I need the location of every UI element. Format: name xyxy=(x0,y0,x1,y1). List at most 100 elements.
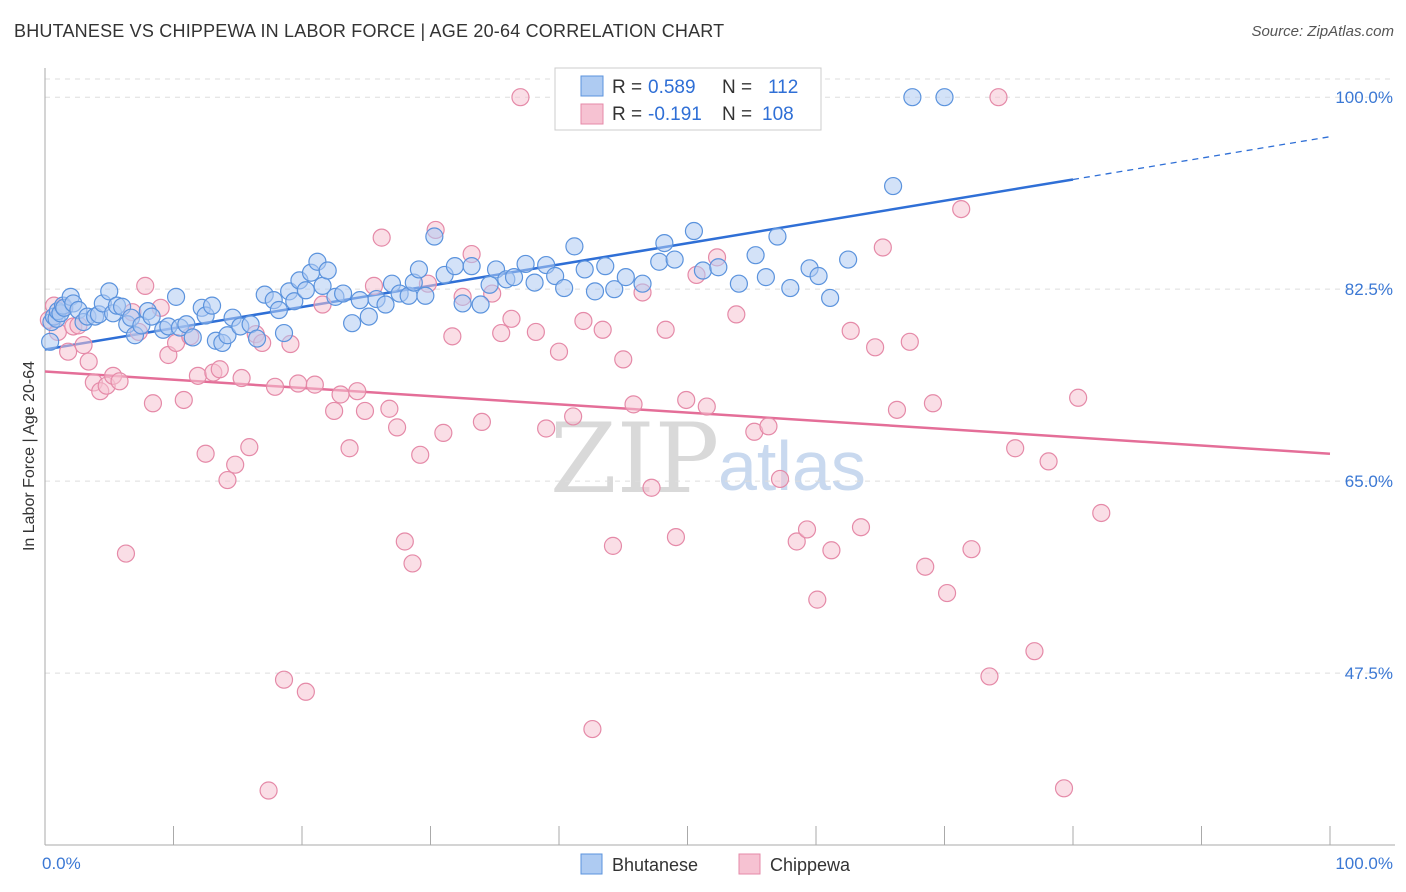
chippewa-point-94 xyxy=(873,238,892,257)
chippewa-point-60 xyxy=(472,412,491,432)
axes xyxy=(44,68,1395,846)
bhutanese-point-98 xyxy=(768,227,787,246)
chippewa-point-14 xyxy=(116,544,136,563)
chippewa-point-68 xyxy=(564,407,583,426)
chippewa-point-67 xyxy=(549,342,569,361)
bhutanese-point-65 xyxy=(409,260,429,279)
watermark-atlas: atlas xyxy=(718,427,866,505)
chippewa-point-92 xyxy=(851,518,871,537)
chippewa-point-74 xyxy=(624,395,643,414)
bhutanese-point-67 xyxy=(425,227,444,246)
chippewa-point-95 xyxy=(887,400,907,419)
chippewa-point-34 xyxy=(259,781,278,800)
bhutanese-point-92 xyxy=(684,221,704,241)
bhutanese-point-103 xyxy=(839,250,858,269)
bottom-legend-chippewa: Chippewa xyxy=(770,855,851,875)
chippewa-point-35 xyxy=(265,377,285,396)
bhutanese-point-101 xyxy=(809,266,828,286)
bhutanese-point-69 xyxy=(445,257,465,276)
bhutanese-point-97 xyxy=(756,268,775,287)
correlation-legend: R = 0.589 N = 112 R = -0.191 N = 108 xyxy=(554,67,822,131)
chippewa-point-73 xyxy=(614,350,633,369)
bhutanese-point-31 xyxy=(183,328,202,347)
chippewa-point-4 xyxy=(59,342,78,361)
bhutanese-point-45 xyxy=(274,323,294,343)
chippewa-point-93 xyxy=(866,338,885,357)
chippewa-point-13 xyxy=(110,372,129,391)
chippewa-trend-line xyxy=(44,370,1331,455)
bhutanese-point-49 xyxy=(296,281,315,300)
bhutanese-point-55 xyxy=(334,284,353,303)
legend-swatch-bhutanese xyxy=(580,75,604,97)
bhutanese-point-58 xyxy=(359,307,378,326)
chippewa-point-53 xyxy=(411,445,430,464)
bhutanese-point-91 xyxy=(665,250,684,269)
chippewa-point-52 xyxy=(403,554,422,573)
chippewa-point-97 xyxy=(916,557,935,576)
legend-swatch-chippewa xyxy=(580,103,604,125)
chippewa-point-31 xyxy=(240,438,259,457)
chippewa-point-107 xyxy=(1054,779,1074,798)
chippewa-point-90 xyxy=(822,541,841,560)
bhutanese-point-105 xyxy=(903,88,922,107)
chippewa-point-83 xyxy=(727,305,746,324)
chippewa-point-24 xyxy=(188,366,208,385)
bhutanese-point-102 xyxy=(821,288,840,308)
y-tick-labels: 47.5% 65.0% 82.5% 100.0% xyxy=(1335,88,1393,683)
chippewa-point-66 xyxy=(537,419,556,438)
chippewa-point-39 xyxy=(296,682,315,701)
chippewa-point-64 xyxy=(511,88,530,107)
bhutanese-point-76 xyxy=(504,268,524,287)
chippewa-point-51 xyxy=(395,532,414,551)
chippewa-point-46 xyxy=(355,401,375,421)
x-tick-label-1: 100.0% xyxy=(1335,854,1393,873)
legend-r-value-2: -0.191 xyxy=(648,104,702,125)
chippewa-point-77 xyxy=(656,320,675,339)
bhutanese-point-83 xyxy=(575,260,594,279)
legend-n-value-2: 108 xyxy=(762,104,794,125)
bhutanese-point-44 xyxy=(269,300,288,320)
chippewa-point-71 xyxy=(593,320,612,339)
bhutanese-point-82 xyxy=(565,237,584,256)
bhutanese-point-60 xyxy=(376,295,395,314)
legend-r-label-2: R = xyxy=(612,104,642,125)
bottom-legend-swatch-chippewa xyxy=(738,853,761,875)
series-legend: Bhutanese Chippewa xyxy=(580,853,851,875)
legend-n-label-1: N = xyxy=(722,77,752,98)
trend-lines xyxy=(44,136,1331,455)
chippewa-point-106 xyxy=(1039,452,1058,471)
legend-n-value-1: 112 xyxy=(768,77,798,98)
bhutanese-point-104 xyxy=(883,176,903,196)
bhutanese-point-86 xyxy=(605,280,624,299)
chippewa-point-65 xyxy=(526,322,545,342)
chippewa-point-79 xyxy=(677,390,696,410)
y-tick-label-2: 82.5% xyxy=(1345,280,1393,299)
bhutanese-point-70 xyxy=(453,294,472,313)
bhutanese-point-99 xyxy=(781,278,800,298)
bhutanese-point-25 xyxy=(142,307,161,326)
chippewa-point-69 xyxy=(574,311,593,331)
bhutanese-point-94 xyxy=(709,258,728,277)
bhutanese-point-28 xyxy=(166,287,186,306)
bhutanese-point-87 xyxy=(616,268,635,287)
chippewa-point-62 xyxy=(492,323,511,343)
y-tick-label-0: 47.5% xyxy=(1345,664,1393,683)
chippewa-point-72 xyxy=(603,536,623,555)
chippewa-point-43 xyxy=(331,385,350,404)
bhutanese-point-53 xyxy=(318,261,337,280)
chippewa-point-49 xyxy=(380,399,399,418)
chippewa-point-36 xyxy=(274,670,294,689)
chippewa-point-56 xyxy=(434,423,453,442)
chippewa-point-45 xyxy=(348,382,367,401)
bhutanese-point-47 xyxy=(285,292,304,311)
bhutanese-point-57 xyxy=(350,291,369,310)
bhutanese-point-89 xyxy=(650,252,669,271)
bhutanese-point-85 xyxy=(596,257,615,276)
bhutanese-point-37 xyxy=(218,326,237,345)
chippewa-point-63 xyxy=(502,309,521,328)
chippewa-point-103 xyxy=(989,88,1008,107)
bhutanese-point-16 xyxy=(100,282,119,301)
chippewa-point-57 xyxy=(443,327,462,346)
bhutanese-point-56 xyxy=(343,314,362,333)
bhutanese-point-80 xyxy=(546,266,565,286)
